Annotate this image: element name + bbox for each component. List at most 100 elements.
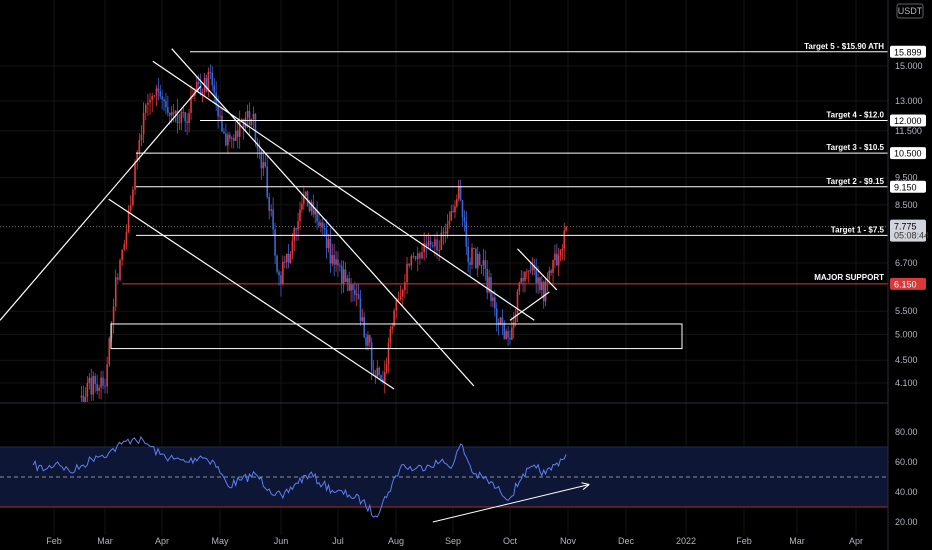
candle-body (199, 83, 202, 95)
candle-body (303, 195, 305, 204)
candle-body (333, 255, 335, 265)
candle-body (86, 382, 89, 397)
candle-body (471, 247, 473, 265)
target-lines (136, 51, 888, 236)
candle-body (393, 310, 395, 327)
candle-body (153, 95, 156, 97)
trend-line (108, 198, 395, 390)
candle-body (359, 298, 362, 322)
candle-body (408, 263, 410, 266)
price-tick: 15.000 (895, 61, 923, 71)
candle-body (308, 206, 311, 212)
candle-body (96, 383, 98, 391)
rsi-tick: 80.00 (895, 427, 918, 437)
candle-body (499, 317, 502, 325)
candle-body (264, 162, 267, 167)
candle-body (82, 395, 85, 402)
candle-body (186, 121, 188, 124)
candle-body (463, 217, 466, 222)
candle-body (399, 296, 402, 300)
time-tick: Sep (445, 536, 461, 546)
candle-body (548, 270, 551, 280)
target-label: Target 2 - $9.15 (826, 177, 884, 186)
candle-body (165, 101, 167, 108)
candle-body (102, 377, 104, 386)
candle-body (127, 210, 130, 232)
candle-body (331, 255, 334, 264)
candle-body (196, 81, 198, 91)
candle-body (295, 227, 297, 230)
candle-body (125, 231, 128, 245)
candle-body (129, 205, 132, 211)
currency-badge[interactable]: USDT (896, 3, 924, 19)
candle-body (159, 91, 162, 97)
candle-body (256, 142, 259, 149)
candle-body (123, 244, 126, 250)
candle-body (372, 370, 375, 376)
candle-body (270, 209, 272, 211)
candle-body (503, 322, 506, 340)
candle-body (419, 253, 421, 259)
candle-body (201, 92, 204, 95)
candle-body (108, 338, 111, 365)
candle-body (246, 110, 249, 118)
candle-body (163, 99, 165, 102)
candle-body (119, 259, 121, 280)
candle-body (157, 88, 160, 92)
candle-body (312, 202, 315, 215)
candle-body (211, 72, 214, 86)
candle-body (244, 117, 247, 128)
candle-body (283, 261, 286, 263)
candle-body (555, 253, 558, 266)
candle-body (492, 297, 494, 301)
candle-body (475, 248, 477, 269)
candle-body (316, 210, 318, 222)
candle-body (168, 112, 171, 116)
candle-body (250, 118, 253, 126)
candle-body (140, 134, 143, 140)
price-tick: 5.000 (895, 329, 918, 339)
candle-body (342, 269, 345, 285)
candle-body (84, 396, 87, 402)
candle-body (380, 375, 382, 379)
candle-body (234, 130, 237, 141)
candle-body (144, 104, 147, 113)
candle-body (385, 364, 388, 373)
candle-body (136, 152, 138, 162)
candle-body (225, 133, 227, 146)
candle-body (147, 102, 149, 105)
candle-body (361, 317, 364, 322)
candle-body (188, 112, 190, 124)
candle-body (446, 224, 449, 234)
time-tick: Apr (849, 536, 863, 546)
candle-body (401, 290, 404, 297)
target-price-tag-bg (890, 45, 926, 58)
candle-body (524, 271, 526, 281)
candle-body (431, 245, 434, 247)
candle-body (240, 119, 243, 120)
candle-body (100, 377, 102, 388)
candle-body (461, 200, 464, 218)
candle-body (444, 231, 447, 234)
candle-body (421, 252, 423, 259)
candle-body (339, 265, 341, 267)
candle-body (262, 162, 265, 169)
candle-body (423, 243, 425, 253)
candle-body (416, 253, 419, 260)
support-zone-box[interactable] (110, 323, 683, 350)
price-axis[interactable]: 15.000 13.000 11.500 9.500 8.500 6.700 5.500 5.… (895, 61, 923, 388)
candle-body (142, 112, 145, 135)
target-price-tag-bg (890, 147, 926, 160)
candle-body (238, 119, 241, 137)
candle-body (304, 191, 307, 196)
candle-body (213, 85, 216, 93)
trend-line (0, 86, 202, 321)
candle-body (205, 78, 208, 92)
time-axis[interactable]: Feb Mar Apr May Jun Jul Aug Sep Oct Nov Dec 2022 Feb… (46, 536, 863, 546)
rsi-axis[interactable]: 80.00 60.00 40.00 20.00 (895, 427, 918, 527)
candle-body (170, 112, 173, 116)
trend-line (171, 48, 475, 387)
candle-body (557, 255, 560, 266)
candle-body (357, 294, 360, 299)
